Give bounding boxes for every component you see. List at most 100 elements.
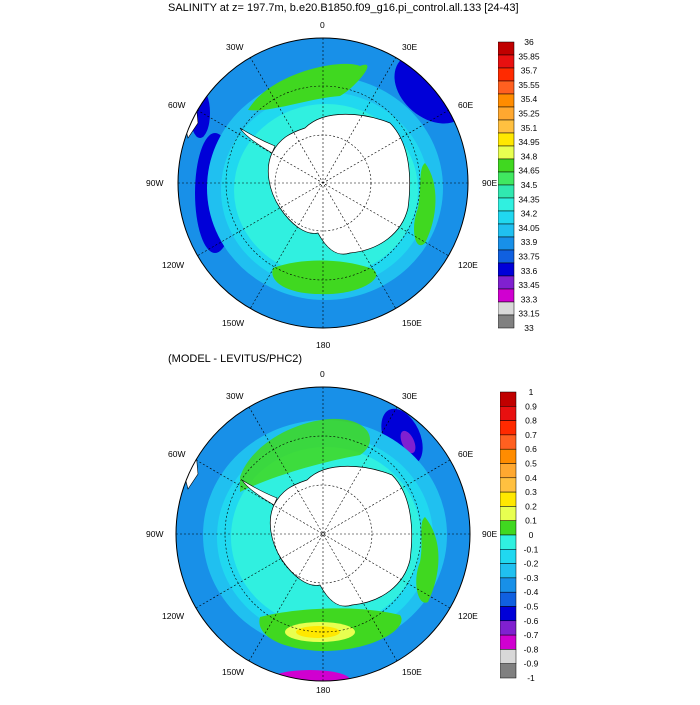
top-colorbar-swatch xyxy=(497,223,515,238)
top-colorbar-swatch xyxy=(497,249,515,264)
bottom-colorbar-swatch xyxy=(499,634,517,650)
bottom-colorbar-swatch xyxy=(499,391,517,407)
bottom-lon-30e: 30E xyxy=(402,391,418,401)
bottom-colorbar-swatch xyxy=(499,534,517,550)
top-colorbar-label: 34.8 xyxy=(521,151,538,161)
top-colorbar-swatch xyxy=(497,236,515,251)
top-lon-90w: 90W xyxy=(146,178,164,188)
top-antarctic-peninsula xyxy=(239,127,276,154)
bottom-lon-120e: 120E xyxy=(458,611,478,621)
bottom-colorbar-label: 0.9 xyxy=(525,401,537,411)
top-colorbar-swatch xyxy=(497,41,515,56)
bottom-lon-90w: 90W xyxy=(146,529,164,539)
top-map-svg xyxy=(177,37,469,329)
bottom-colorbar-swatch xyxy=(499,520,517,536)
bottom-map-svg xyxy=(175,386,471,682)
top-colorbar-label: 35.85 xyxy=(518,51,540,61)
top-lon-60w: 60W xyxy=(168,100,186,110)
bottom-lon-150e: 150E xyxy=(402,667,422,677)
top-map-border xyxy=(177,37,469,329)
top-colorbar-swatch xyxy=(497,275,515,290)
bottom-colorbar-label: 0 xyxy=(529,530,534,540)
top-lon-90e: 90E xyxy=(482,178,498,188)
bottom-colorbar-swatch xyxy=(499,563,517,579)
top-colorbar-label: 33.15 xyxy=(518,309,540,319)
bottom-lon-60e: 60E xyxy=(458,449,474,459)
bottom-green-north xyxy=(240,418,370,492)
top-panel-title: SALINITY at z= 197.7m, b.e20.B1850.f09_g… xyxy=(168,2,519,14)
bottom-colorbar-label: 0.1 xyxy=(525,516,537,526)
top-colorbar-swatch xyxy=(497,301,515,316)
top-colorbar-label: 35.55 xyxy=(518,80,540,90)
bottom-colorbar-swatch xyxy=(499,406,517,421)
top-colorbar-swatch xyxy=(497,184,515,199)
top-colorbar-label: 34.35 xyxy=(518,194,540,204)
top-lon-150e: 150E xyxy=(402,318,422,328)
bottom-map-border xyxy=(175,386,471,682)
top-colorbar-swatch xyxy=(497,145,515,160)
top-colorbar-label: 34.65 xyxy=(518,166,540,176)
bottom-colorbar-swatch xyxy=(499,606,517,622)
top-colorbar-swatch xyxy=(497,210,515,225)
top-lon-180: 180 xyxy=(316,340,331,350)
top-colorbar-label: 33.45 xyxy=(518,280,540,290)
bottom-colorbar-label: 0.8 xyxy=(525,416,537,426)
bottom-difference-map: 0 30W 30E 60W 60E 90W 90E 120W 120E 150W… xyxy=(140,367,510,700)
bottom-panel-title: (MODEL - LEVITUS/PHC2) xyxy=(168,353,303,365)
top-colorbar-label: 33.3 xyxy=(521,294,538,304)
bottom-colorbar-swatch xyxy=(499,463,517,479)
top-colorbar-swatch xyxy=(497,171,515,186)
top-graticule xyxy=(178,38,468,328)
bottom-green-east xyxy=(416,517,439,603)
top-colorbar-label: 33.75 xyxy=(518,252,540,262)
top-colorbar-swatch xyxy=(497,288,515,303)
top-lon-60e: 60E xyxy=(458,100,474,110)
bottom-antarctic-peninsula xyxy=(241,479,278,506)
bottom-colorbar-label: -0.9 xyxy=(524,659,539,669)
bottom-colorbar-label: 0.4 xyxy=(525,473,537,483)
bottom-colorbar-label: -0.8 xyxy=(524,644,539,654)
bottom-colorbar-label: 1 xyxy=(529,387,534,397)
top-colorbar-label: 33.9 xyxy=(521,237,538,247)
bottom-lon-60w: 60W xyxy=(168,449,186,459)
bottom-colorbar-swatch xyxy=(499,549,517,564)
bottom-lon-0: 0 xyxy=(320,369,325,379)
top-colorbar-label: 33 xyxy=(524,323,534,333)
top-lon-120w: 120W xyxy=(162,260,185,270)
bottom-colorbar-swatch xyxy=(499,420,517,436)
bottom-antarctica-land xyxy=(269,465,413,607)
bottom-colorbar-label: -1 xyxy=(527,673,535,683)
bottom-colorbar-label: 0.3 xyxy=(525,487,537,497)
bottom-colorbar-label: 0.7 xyxy=(525,430,537,440)
bottom-colorbar-label: -0.6 xyxy=(524,616,539,626)
bottom-colorbar-label: -0.4 xyxy=(524,587,539,597)
bottom-colorbar-label: 0.2 xyxy=(525,501,537,511)
top-colorbar-swatch xyxy=(497,80,515,95)
bottom-colorbar: 1 0.9 0.8 0.7 0.6 0.5 0.4 0.3 0.2 0.1 0 -0.1 -0.2 -0.… xyxy=(499,386,570,686)
bottom-lon-180: 180 xyxy=(316,685,331,695)
top-lon-0: 0 xyxy=(320,20,325,30)
top-colorbar-swatch xyxy=(497,314,515,329)
bottom-colorbar-label: -0.2 xyxy=(524,559,539,569)
top-lon-120e: 120E xyxy=(458,260,478,270)
top-colorbar-label: 33.6 xyxy=(521,266,538,276)
bottom-colorbar-swatch xyxy=(499,577,517,593)
bottom-colorbar-label: 0.6 xyxy=(525,444,537,454)
top-colorbar-label: 35.25 xyxy=(518,109,540,119)
top-colorbar-swatch xyxy=(497,132,515,147)
bottom-colorbar-label: -0.7 xyxy=(524,630,539,640)
top-colorbar-label: 34.95 xyxy=(518,137,540,147)
top-green-east xyxy=(414,163,436,246)
bottom-lon-120w: 120W xyxy=(162,611,185,621)
bottom-colorbar-label: -0.3 xyxy=(524,573,539,583)
bottom-colorbar-swatch xyxy=(499,506,517,521)
bottom-colorbar-swatch xyxy=(499,491,517,507)
bottom-yellow-core xyxy=(296,626,340,638)
top-colorbar-swatch xyxy=(497,54,515,69)
bottom-graticule xyxy=(176,387,470,681)
bottom-colorbar-label: -0.1 xyxy=(524,544,539,554)
bottom-colorbar-swatch xyxy=(499,434,517,450)
bottom-lon-30w: 30W xyxy=(226,391,244,401)
bottom-colorbar-swatch xyxy=(499,477,517,493)
